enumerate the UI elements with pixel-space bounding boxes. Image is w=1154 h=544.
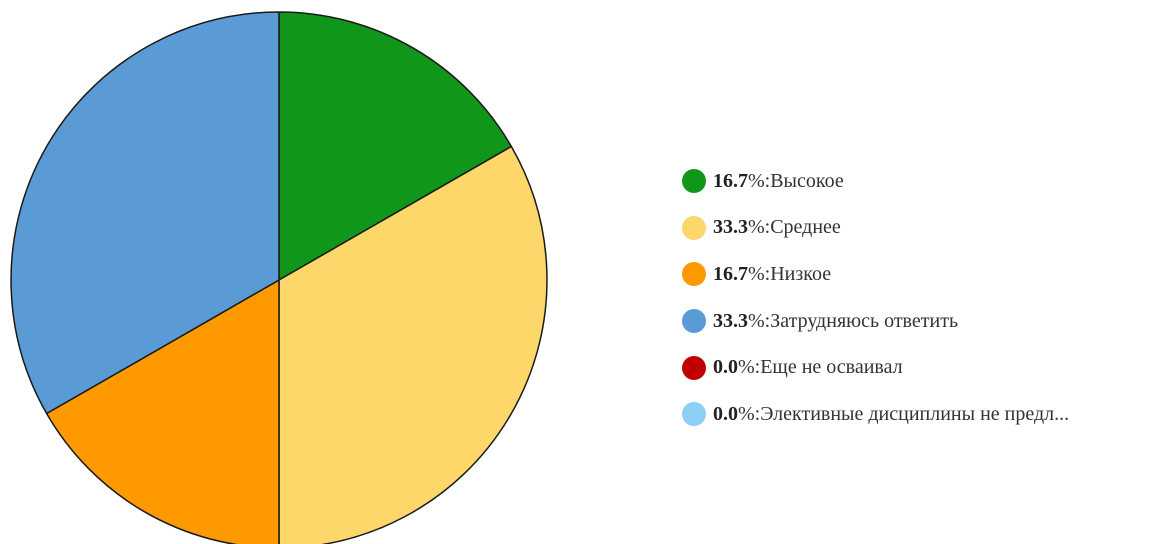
legend-color-dot xyxy=(682,355,706,380)
pie-slice-3[interactable] xyxy=(45,279,280,544)
legend-item[interactable]: 16.7%: Низкое xyxy=(682,251,1152,298)
legend-item[interactable]: 33.3%: Среднее xyxy=(682,205,1152,252)
legend-color-dot xyxy=(682,402,706,427)
legend-label: Затрудняюсь ответить xyxy=(770,309,959,332)
legend-percent: 16.7 xyxy=(713,262,748,285)
legend-separator: %: xyxy=(748,262,771,285)
legend-percent: 33.3 xyxy=(713,309,748,332)
pie-slice-1[interactable] xyxy=(278,11,513,281)
chart-legend: 16.7%: Высокое 33.3%: Среднее 16.7%: Низко… xyxy=(682,158,1152,438)
pie-slice-2[interactable] xyxy=(278,145,548,544)
legend-label: Высокое xyxy=(770,169,844,192)
legend-label: Низкое xyxy=(770,262,832,285)
legend-color-dot xyxy=(682,169,706,194)
legend-label: Элективные дисциплины не предл... xyxy=(760,402,1070,425)
legend-item[interactable]: 33.3%: Затрудняюсь ответить xyxy=(682,298,1152,345)
legend-item[interactable]: 0.0%: Еще не осваивал xyxy=(682,344,1152,391)
legend-item[interactable]: 16.7%: Высокое xyxy=(682,158,1152,205)
legend-separator: %: xyxy=(738,356,761,379)
legend-color-dot xyxy=(682,215,706,240)
legend-percent: 0.0 xyxy=(713,402,738,425)
legend-separator: %: xyxy=(748,309,771,332)
legend-separator: %: xyxy=(738,402,761,425)
legend-separator: %: xyxy=(748,216,771,239)
legend-percent: 16.7 xyxy=(713,169,748,192)
pie-slice-4[interactable] xyxy=(10,11,280,415)
legend-label: Среднее xyxy=(770,216,841,239)
legend-separator: %: xyxy=(748,169,771,192)
legend-percent: 0.0 xyxy=(713,356,738,379)
pie-chart xyxy=(10,11,548,544)
legend-label: Еще не осваивал xyxy=(760,356,903,379)
legend-color-dot xyxy=(682,309,706,334)
legend-percent: 33.3 xyxy=(713,216,748,239)
legend-color-dot xyxy=(682,262,706,287)
legend-item[interactable]: 0.0%: Элективные дисциплины не предл... xyxy=(682,391,1152,438)
